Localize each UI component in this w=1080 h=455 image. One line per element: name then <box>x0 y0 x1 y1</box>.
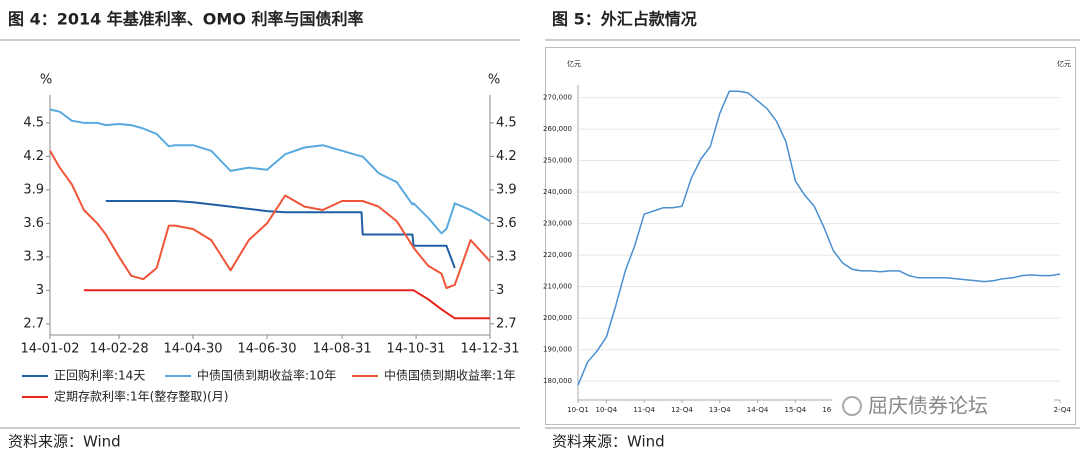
y-tick-label: 3.3 <box>23 249 44 264</box>
y2-unit: 亿元 <box>1057 59 1071 68</box>
y-tick-label: 2.7 <box>23 316 44 331</box>
x-tick-label: 14-01-02 <box>20 342 79 357</box>
y-tick-label: 230,000 <box>543 220 572 228</box>
x-tick-label: 14-Q4 <box>747 406 769 414</box>
y2-tick-label: 3.6 <box>496 216 517 231</box>
line-series <box>49 108 491 235</box>
x-tick-label: 14-10-31 <box>387 342 446 357</box>
watermark: 屈庆债券论坛 <box>868 394 988 418</box>
line-series <box>83 289 490 320</box>
x-tick-label: 10-Q1 <box>567 406 589 414</box>
chart-title: 图 4：2014 年基准利率、OMO 利率与国债利率 <box>8 10 364 29</box>
chart-frame <box>545 47 1076 425</box>
y-tick-label: 3 <box>36 283 44 298</box>
watermark-bg <box>832 392 1054 420</box>
x-tick-label: 12-Q4 <box>671 406 693 414</box>
y-tick-label: 3.9 <box>23 182 44 197</box>
line-series <box>105 200 456 269</box>
source: 资料来源：Wind <box>8 433 121 451</box>
charts: 2.7 3 3.3 3.6 3.9 4.2 4.5 2.7 3 3.3 3.6 3.9 4.2 4.5%%… <box>20 59 1071 414</box>
y2-tick-label: 4.5 <box>496 115 517 130</box>
chart-title: 图 5：外汇占款情况 <box>552 10 697 29</box>
x-tick-label: 14-12-31 <box>460 342 519 357</box>
y2-tick-label: 3 <box>496 283 504 298</box>
y-tick-label: 190,000 <box>543 346 572 354</box>
source: 资料来源：Wind <box>552 433 665 451</box>
x-tick-label: 22-Q4 <box>1049 406 1071 414</box>
y-tick-label: 270,000 <box>543 94 572 102</box>
y-tick-label: 200,000 <box>543 314 572 322</box>
watermark-icon <box>842 396 862 416</box>
legend-label: 中债国债到期收益率:1年 <box>384 368 516 383</box>
legend-label: 中债国债到期收益率:10年 <box>197 368 336 383</box>
x-tick-label: 13-Q4 <box>709 406 731 414</box>
x-tick-label: 14-06-30 <box>237 342 296 357</box>
y-tick-label: 3.6 <box>23 216 44 231</box>
x-tick-label: 15-Q4 <box>785 406 807 414</box>
y-tick-label: 260,000 <box>543 125 572 133</box>
y2-unit: % <box>488 73 500 88</box>
y2-tick-label: 3.9 <box>496 182 517 197</box>
y-tick-label: 220,000 <box>543 251 572 259</box>
x-tick-label: 11-Q4 <box>633 406 655 414</box>
x-tick-label: 14-04-30 <box>164 342 223 357</box>
y2-tick-label: 3.3 <box>496 249 517 264</box>
x-tick-label: 14-02-28 <box>90 342 149 357</box>
y-unit: % <box>40 73 52 88</box>
x-tick-label: 14-08-31 <box>313 342 372 357</box>
y-tick-label: 4.2 <box>23 149 44 164</box>
legend-label: 定期存款利率:1年(整存整取)(月) <box>54 389 228 404</box>
y2-tick-label: 2.7 <box>496 316 517 331</box>
y2-tick-label: 4.2 <box>496 149 517 164</box>
y-tick-label: 240,000 <box>543 188 572 196</box>
y-tick-label: 250,000 <box>543 157 572 165</box>
line-series <box>49 150 491 290</box>
legend-label: 正回购利率:14天 <box>54 368 145 383</box>
y-tick-label: 180,000 <box>543 377 572 385</box>
x-tick-label: 10-Q4 <box>596 406 618 414</box>
y-tick-label: 4.5 <box>23 115 44 130</box>
y-unit: 亿元 <box>567 59 581 68</box>
y-tick-label: 210,000 <box>543 283 572 291</box>
line-series <box>577 90 1061 386</box>
